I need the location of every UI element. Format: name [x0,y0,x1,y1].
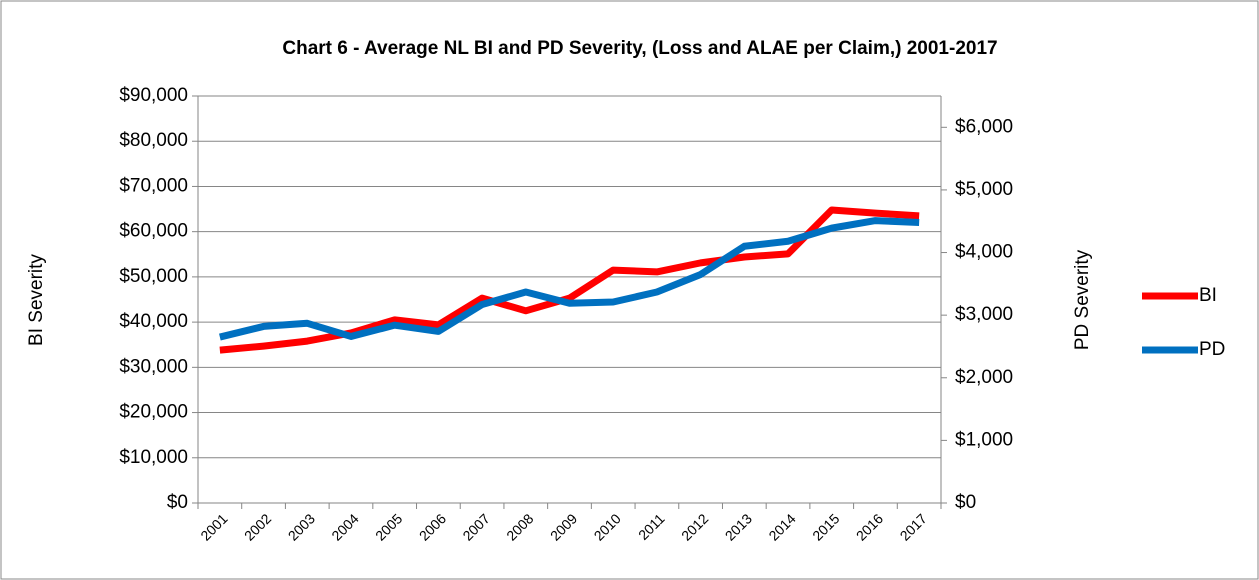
y-tick-label: $80,000 [119,130,188,151]
series-line [219,217,920,341]
y-tick-label: $60,000 [119,221,188,242]
y2-tick-label: $5,000 [955,179,1013,200]
y-tick-label: $30,000 [119,356,188,377]
chart-title: Chart 6 - Average NL BI and PD Severity,… [282,38,997,59]
y2-tick-label: $1,000 [955,429,1013,450]
y2-tick-label: $0 [955,492,976,513]
y2-tick-label: $2,000 [955,367,1013,388]
y-tick-label: $10,000 [119,447,188,468]
legend-label: PD [1199,339,1225,360]
y-tick-label: $20,000 [119,402,188,423]
y2-tick-label: $3,000 [955,304,1013,325]
y-tick-label: $40,000 [119,311,188,332]
y-tick-label: $90,000 [119,85,188,106]
y2-axis-title: PD Severity [1072,249,1093,350]
y2-tick-label: $4,000 [955,242,1013,263]
y2-tick-label: $6,000 [955,116,1013,137]
y-tick-label: $70,000 [119,175,188,196]
y-tick-label: $0 [167,492,188,513]
legend-label: BI [1199,285,1217,306]
y-axis-title: BI Severity [26,254,47,346]
y-tick-label: $50,000 [119,266,188,287]
